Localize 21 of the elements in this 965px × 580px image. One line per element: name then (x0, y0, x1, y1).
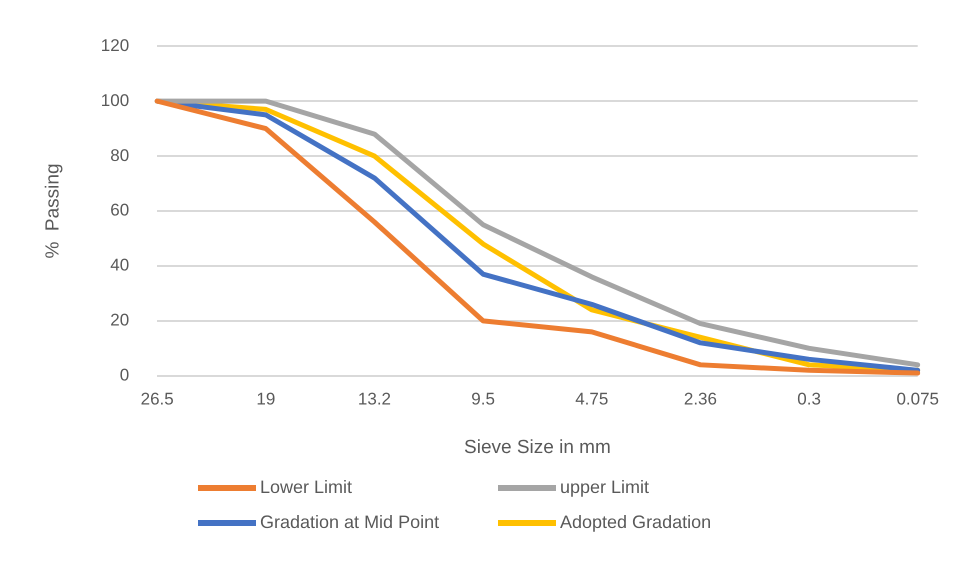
y-tick-label: 0 (120, 365, 130, 384)
x-tick-label: 26.5 (140, 390, 174, 409)
y-tick-label: 80 (110, 146, 130, 165)
y-tick-label: 100 (100, 90, 130, 110)
legend-label: Lower Limit (260, 477, 352, 498)
y-tick-label: 120 (100, 36, 130, 55)
y-tick-label: 40 (110, 256, 130, 275)
y-tick-label: 60 (110, 200, 130, 220)
x-tick-label: 0.3 (797, 390, 821, 409)
y-tick-label: 20 (110, 310, 130, 330)
x-axis-title: Sieve Size in mm (464, 436, 611, 458)
x-tick-label: 13.2 (358, 390, 392, 409)
x-tick-label: 9.5 (471, 390, 495, 409)
x-tick-label: 4.75 (575, 390, 608, 409)
legend-label: upper Limit (560, 477, 650, 498)
y-axis-title: % Passing (42, 163, 64, 259)
x-tick-label: 19 (256, 390, 276, 409)
legend-label: Gradation at Mid Point (260, 512, 440, 533)
x-tick-label: 0.075 (896, 390, 940, 409)
legend-label: Adopted Gradation (560, 512, 712, 533)
x-tick-label: 2.36 (684, 390, 717, 409)
